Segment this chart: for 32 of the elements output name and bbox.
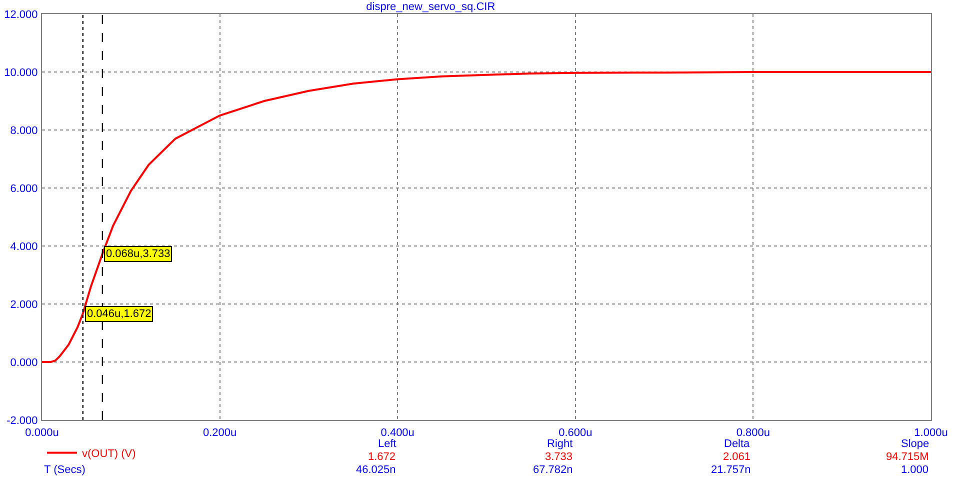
text: Right [547,438,573,450]
chart-title: dispre_new_servo_sq.CIR [366,1,496,14]
text: 1.672 [368,451,396,463]
y-tick-label: -2.000 [6,414,38,427]
x-tick-label: 0.200u [202,427,237,440]
x-tick-label: 0.400u [380,427,414,440]
text: 21.757n [711,464,751,476]
y-tick-label: 2.000 [10,298,38,311]
x-tick-label: 1.000u [914,427,948,440]
text: 3.733 [545,451,573,463]
text: 67.782n [533,464,573,476]
y-tick-label: 10.000 [4,66,38,79]
y-tick-label: 4.000 [10,240,38,253]
x-tick-label: 0.000u [25,427,59,440]
text: Delta [724,438,751,450]
x-axis-title: T (Secs) [44,464,86,476]
legend-label: v(OUT) (V) [82,448,136,460]
annotation: 0.068u,3.733 [106,248,170,260]
x-tick-label: 0.800u [736,427,770,440]
x-tick-label: 0.600u [558,427,592,440]
text: Left [378,438,396,450]
text: 1.000 [901,464,929,476]
y-tick-label: 0.000 [10,356,38,369]
annotation: 0.046u,1.672 [87,308,152,320]
text: 46.025n [356,464,396,476]
line-series [42,71,931,363]
text: 94.715M [886,451,929,463]
y-tick-label: 12.000 [4,8,38,21]
text: 2.061 [723,451,751,463]
y-tick-label: 6.000 [10,182,38,195]
y-tick-label: 8.000 [10,124,38,137]
text: Slope [901,438,930,450]
